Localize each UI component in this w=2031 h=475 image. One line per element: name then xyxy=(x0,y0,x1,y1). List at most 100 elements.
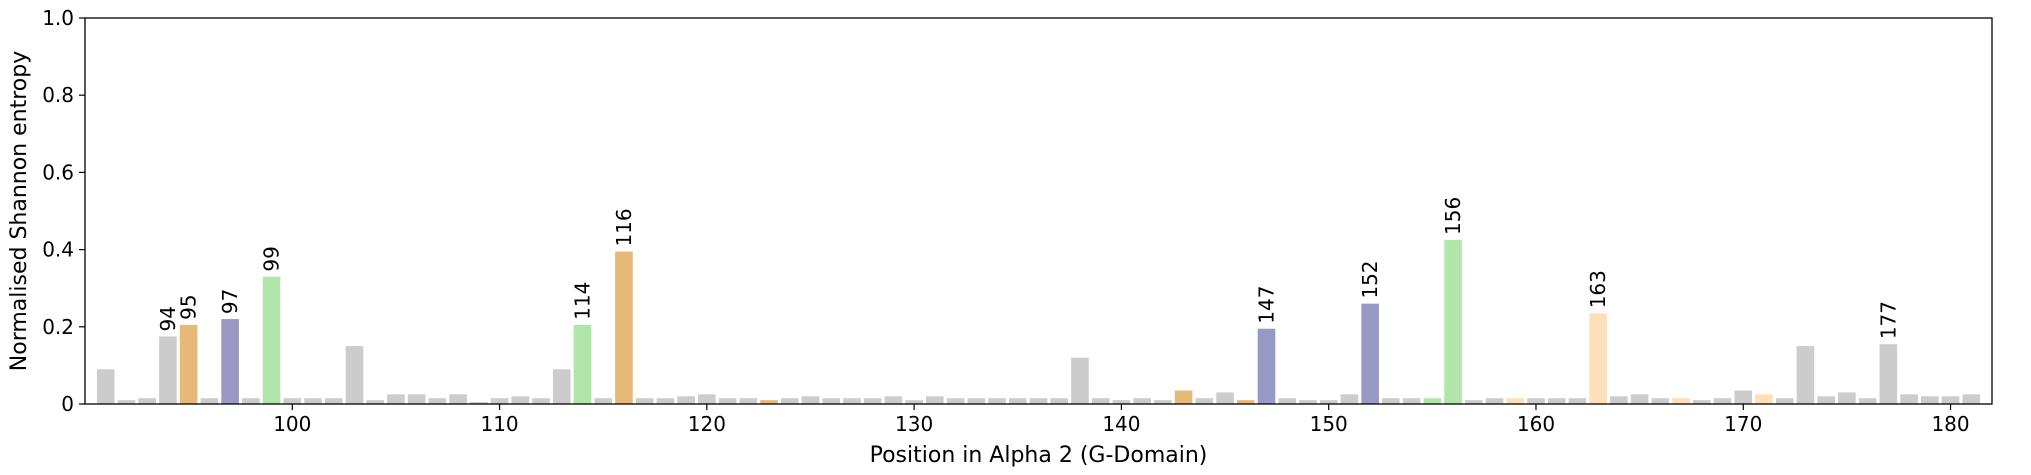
bar-104 xyxy=(366,400,385,404)
x-axis-label: Position in Alpha 2 (G-Domain) xyxy=(870,443,1208,468)
bar-105 xyxy=(387,394,405,404)
bar-144 xyxy=(1195,398,1214,404)
bar-171 xyxy=(1755,394,1773,404)
bar-178 xyxy=(1900,394,1918,404)
x-tick-label-150: 150 xyxy=(1310,412,1348,436)
bar-153 xyxy=(1382,398,1400,404)
bar-135 xyxy=(1008,398,1027,404)
bar-174 xyxy=(1817,396,1835,404)
bar-170 xyxy=(1734,390,1753,404)
bar-149 xyxy=(1299,400,1317,404)
x-tick-label-120: 120 xyxy=(688,412,726,436)
bar-109 xyxy=(470,402,488,404)
bar-172 xyxy=(1775,398,1794,404)
bar-106 xyxy=(407,394,426,404)
bar-118 xyxy=(656,398,675,404)
bar-95 xyxy=(179,324,198,404)
bar-163 xyxy=(1589,313,1607,404)
bar-181 xyxy=(1962,394,1981,404)
bar-147 xyxy=(1257,328,1276,404)
bar-94 xyxy=(159,336,177,404)
bar-166 xyxy=(1651,398,1670,404)
bar-128 xyxy=(863,398,882,404)
bar-169 xyxy=(1713,398,1732,404)
y-axis-ticks: 0 0.2 0.4 0.6 0.8 1.0 xyxy=(42,6,85,416)
bar-label-116: 116 xyxy=(612,208,636,246)
bar-160 xyxy=(1527,398,1545,404)
bar-117 xyxy=(635,398,654,404)
bar-155 xyxy=(1423,398,1442,404)
bar-119 xyxy=(677,396,695,404)
y-axis-label: Normalised Shannon entropy xyxy=(7,51,32,371)
bar-110 xyxy=(490,398,509,404)
bar-114 xyxy=(573,324,592,404)
bar-168 xyxy=(1692,400,1711,404)
y-tick-label-0.6: 0.6 xyxy=(42,160,74,184)
bar-124 xyxy=(780,398,799,404)
bar-123 xyxy=(760,400,778,404)
x-tick-label-180: 180 xyxy=(1931,412,1969,436)
y-tick-label-0.8: 0.8 xyxy=(42,83,74,107)
bar-label-97: 97 xyxy=(218,289,242,314)
bar-136 xyxy=(1029,398,1048,404)
bar-162 xyxy=(1568,398,1587,404)
x-tick-label-140: 140 xyxy=(1102,412,1140,436)
bar-102 xyxy=(324,398,343,404)
bar-158 xyxy=(1485,398,1504,404)
y-tick-label-0.4: 0.4 xyxy=(42,238,74,262)
bar-103 xyxy=(345,346,364,404)
bar-107 xyxy=(428,398,447,404)
bar-127 xyxy=(843,398,861,404)
bar-121 xyxy=(718,398,737,404)
bar-label-177: 177 xyxy=(1876,301,1900,339)
bar-161 xyxy=(1547,398,1566,404)
bar-101 xyxy=(304,398,322,404)
bar-156 xyxy=(1444,239,1462,404)
bar-148 xyxy=(1278,398,1297,404)
bar-126 xyxy=(822,398,841,404)
x-tick-label-170: 170 xyxy=(1724,412,1762,436)
bar-140 xyxy=(1112,400,1131,404)
bar-180 xyxy=(1941,396,1960,404)
bar-137 xyxy=(1050,398,1069,404)
bar-96 xyxy=(200,398,219,404)
bar-130 xyxy=(905,400,923,404)
bar-125 xyxy=(801,396,820,404)
bar-120 xyxy=(698,394,716,404)
bar-93 xyxy=(138,398,156,404)
bar-label-152: 152 xyxy=(1358,260,1382,298)
bar-141 xyxy=(1133,398,1151,404)
bar-159 xyxy=(1506,398,1525,404)
bar-167 xyxy=(1672,398,1690,404)
bar-113 xyxy=(552,369,571,404)
plot-frame xyxy=(84,17,1993,405)
bar-99 xyxy=(262,276,281,404)
bar-175 xyxy=(1838,392,1856,404)
bar-152 xyxy=(1361,303,1379,404)
bar-173 xyxy=(1796,346,1815,404)
bar-132 xyxy=(946,398,965,404)
bar-146 xyxy=(1236,400,1255,404)
bar-91 xyxy=(96,369,115,404)
bar-111 xyxy=(511,396,530,404)
bar-92 xyxy=(117,400,136,404)
bar-112 xyxy=(532,398,550,404)
bar-label-114: 114 xyxy=(570,282,594,320)
bar-131 xyxy=(926,396,944,404)
bar-122 xyxy=(739,398,758,404)
bar-179 xyxy=(1921,396,1939,404)
x-axis-ticks: 100 110 120 130 140 150 160 170 180 xyxy=(273,404,1970,436)
bar-145 xyxy=(1216,392,1234,404)
y-tick-label-1.0: 1.0 xyxy=(42,6,74,30)
bar-98 xyxy=(242,398,260,404)
bar-164 xyxy=(1610,396,1628,404)
bar-142 xyxy=(1154,400,1172,404)
x-tick-label-160: 160 xyxy=(1517,412,1555,436)
bar-97 xyxy=(221,319,239,404)
bar-115 xyxy=(594,398,613,404)
bar-label-94: 94 xyxy=(156,306,180,331)
bar-151 xyxy=(1340,394,1359,404)
bar-116 xyxy=(615,251,633,404)
bar-139 xyxy=(1091,398,1110,404)
